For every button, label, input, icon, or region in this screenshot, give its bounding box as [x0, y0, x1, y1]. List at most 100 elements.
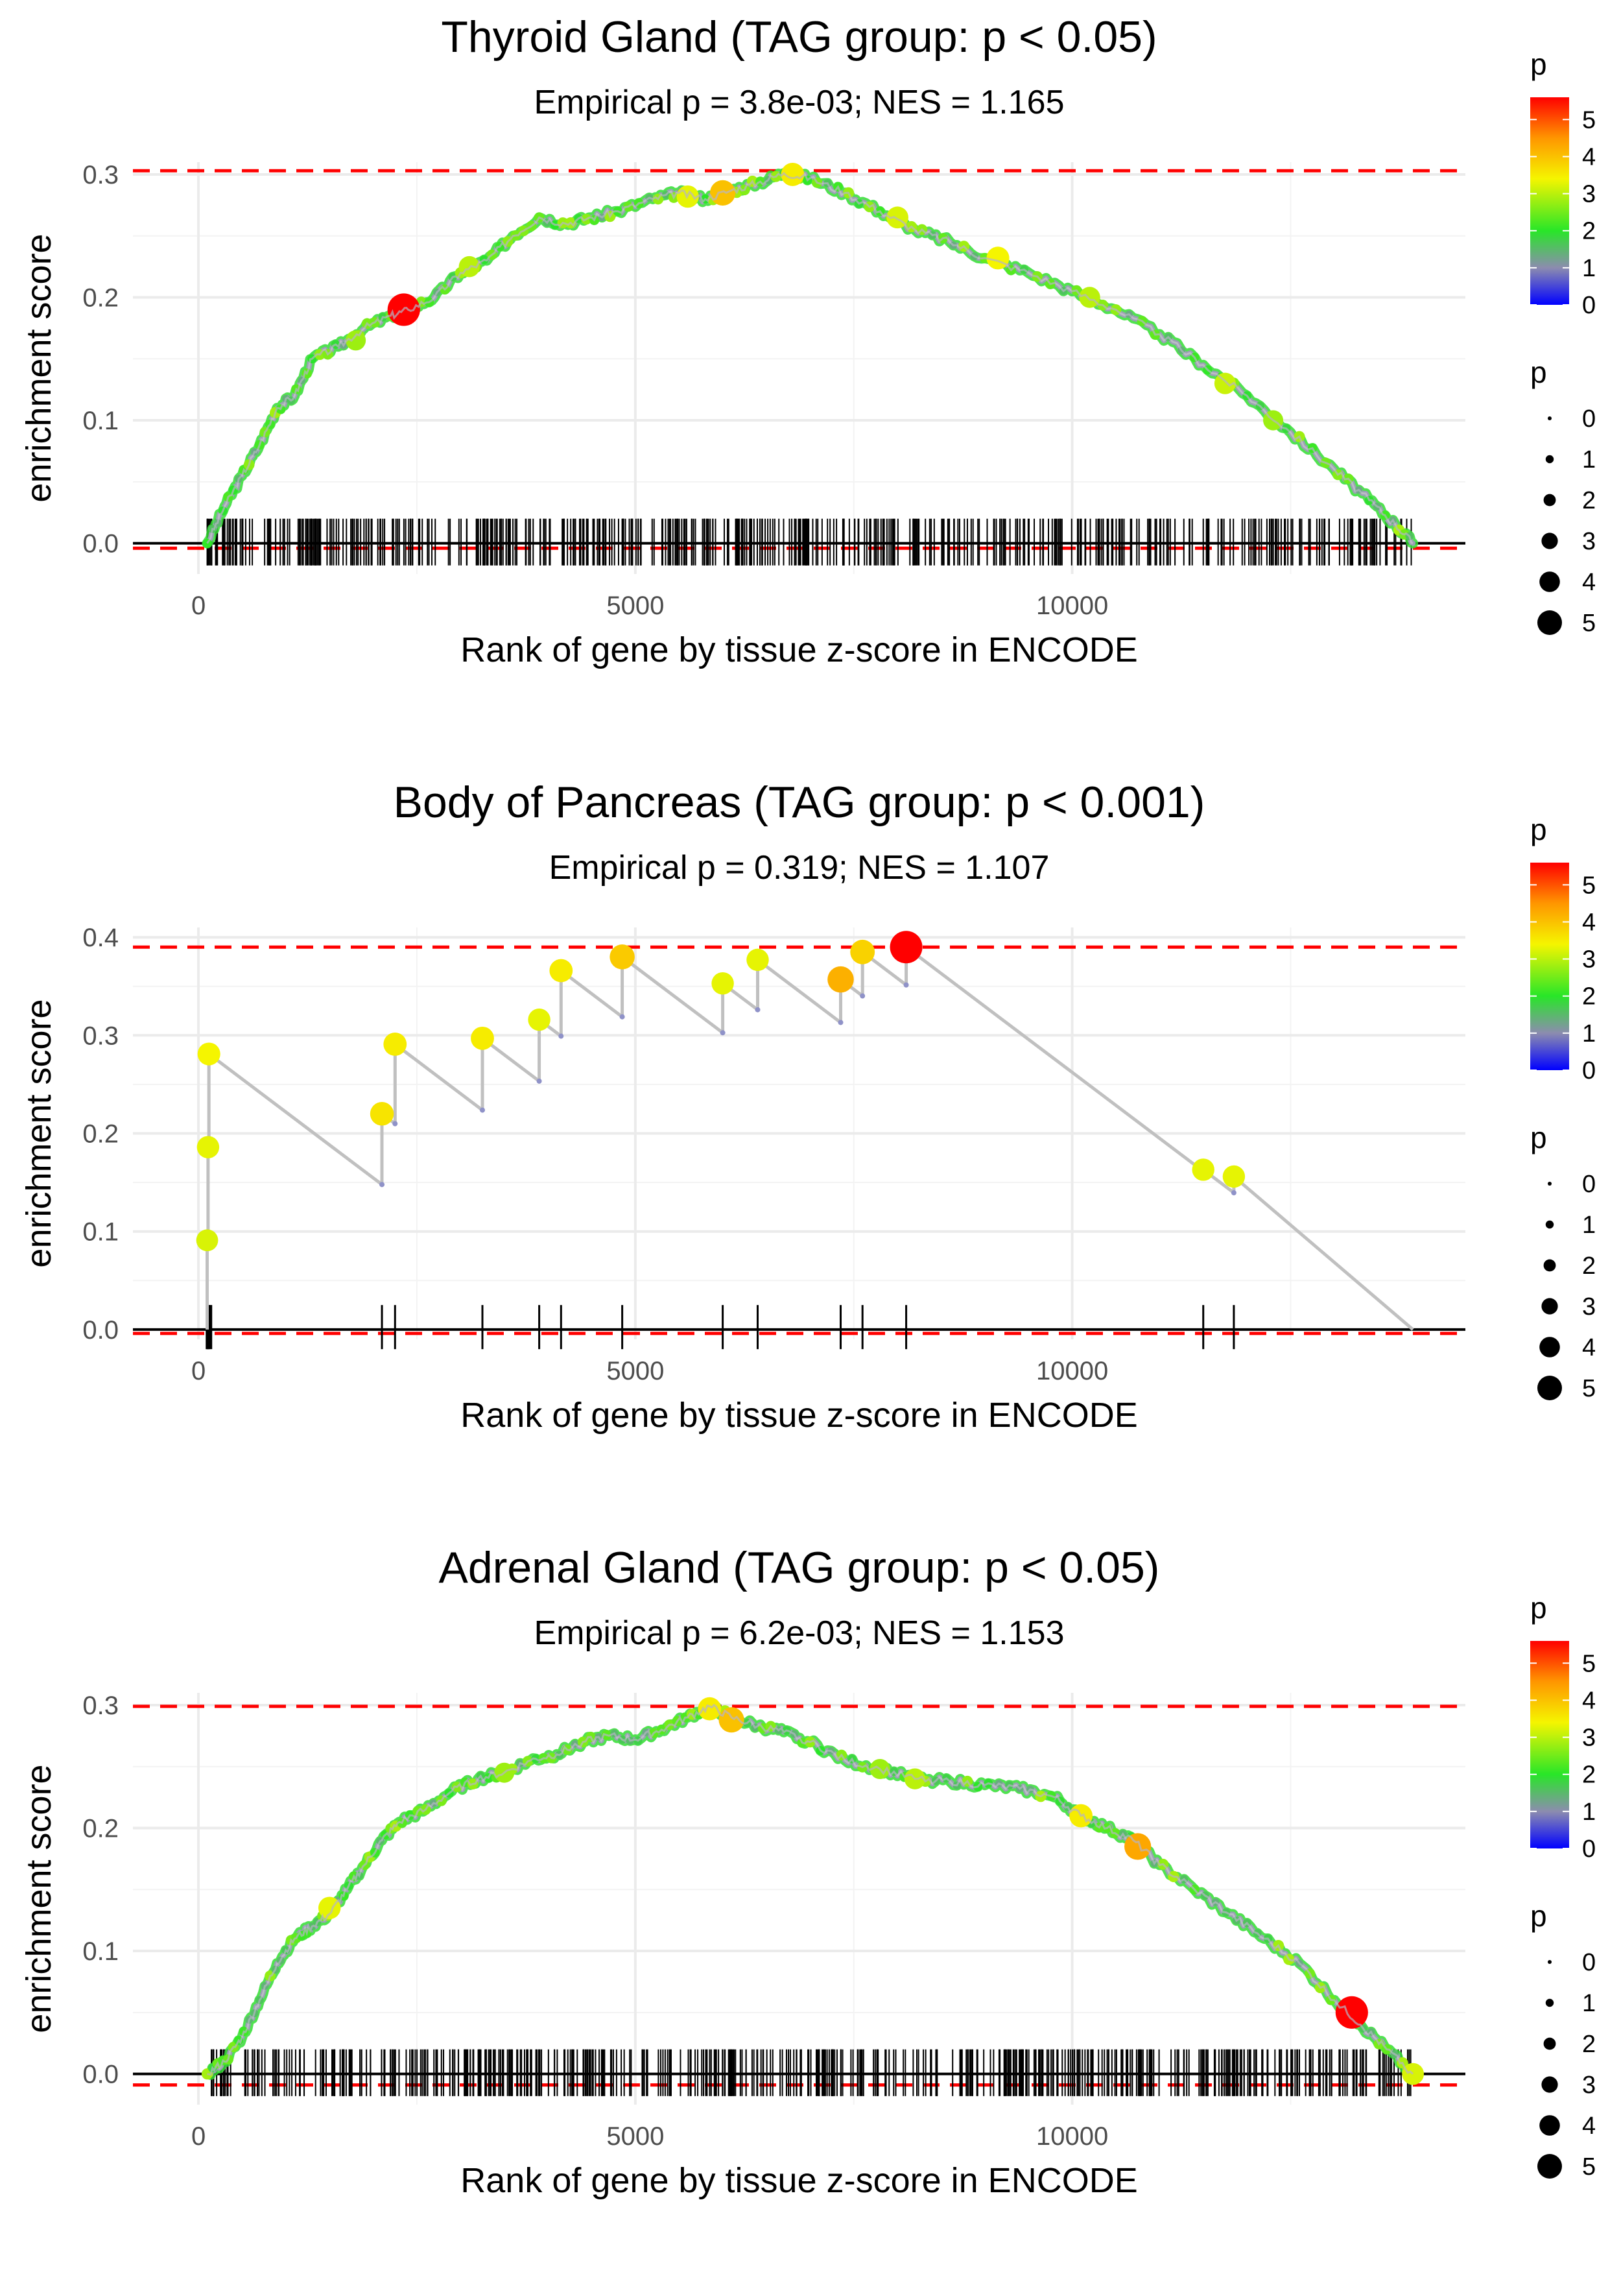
color-legend-label: 0: [1582, 292, 1596, 319]
low-point: [558, 1033, 564, 1039]
chart-panel-pancreas: Body of Pancreas (TAG group: p < 0.001) E…: [0, 765, 1621, 1531]
size-legend-dot: [1539, 571, 1560, 592]
hit-points: [202, 163, 1414, 548]
y-tick-label: 0.3: [82, 1022, 119, 1050]
hit-point: [781, 163, 805, 186]
x-tick-label: 10000: [1036, 592, 1108, 620]
low-point: [903, 982, 909, 988]
size-legend-label: 4: [1582, 1334, 1596, 1361]
y-tick-label: 0.3: [82, 161, 119, 189]
low-point: [392, 1121, 398, 1127]
color-legend-label: 0: [1582, 1057, 1596, 1084]
hit-point: [1079, 287, 1100, 308]
color-legend-label: 4: [1582, 1687, 1596, 1714]
size-legend-dot: [1539, 2115, 1560, 2136]
x-axis-label: Rank of gene by tissue z-score in ENCODE: [460, 630, 1137, 669]
x-tick-label: 0: [191, 592, 206, 620]
chart-panel-adrenal: Adrenal Gland (TAG group: p < 0.05) Empir…: [0, 1531, 1621, 2296]
chart-panel-thyroid: Thyroid Gland (TAG group: p < 0.05) Empir…: [0, 0, 1621, 765]
y-tick-label: 0.1: [82, 1937, 119, 1966]
low-point: [536, 1078, 542, 1084]
color-legend-label: 3: [1582, 1725, 1596, 1752]
y-tick-label: 0.2: [82, 1120, 119, 1149]
hit-point: [549, 959, 573, 983]
x-tick-label: 5000: [606, 2122, 664, 2151]
size-legend-label: 4: [1582, 569, 1596, 596]
color-legend-label: 0: [1582, 1836, 1596, 1863]
y-tick-label: 0.0: [82, 530, 119, 558]
color-legend-bar: [1530, 863, 1569, 1070]
chart-title: Body of Pancreas (TAG group: p < 0.001): [394, 778, 1205, 827]
color-legend-label: 2: [1582, 218, 1596, 245]
es-curve-core: [207, 1703, 1414, 2076]
size-legend-dot: [1545, 455, 1554, 464]
hit-point: [370, 1102, 394, 1126]
color-legend-label: 3: [1582, 181, 1596, 208]
y-tick-label: 0.1: [82, 1218, 119, 1247]
size-legend-dot: [1548, 416, 1552, 420]
hit-point: [711, 972, 734, 995]
y-axis-label: enrichment score: [19, 1764, 58, 2033]
legend: p 0 1 2 3 4 5 p 0 1 2 3 4 5: [1530, 47, 1596, 637]
size-legend-label: 3: [1582, 2072, 1596, 2099]
y-tick-label: 0.2: [82, 1815, 119, 1843]
es-curve: [206, 945, 1414, 1331]
size-legend-dot: [1541, 1298, 1558, 1315]
hit-point: [850, 939, 875, 964]
chart-svg: Thyroid Gland (TAG group: p < 0.05) Empir…: [19, 12, 1596, 669]
hit-point: [383, 1033, 407, 1056]
size-legend-title: p: [1530, 355, 1547, 389]
hit-point: [890, 931, 923, 964]
hit-point: [471, 1026, 494, 1050]
chart-subtitle: Empirical p = 6.2e-03; NES = 1.153: [534, 1614, 1064, 1652]
size-legend-label: 4: [1582, 2112, 1596, 2140]
size-legend-label: 2: [1582, 2031, 1596, 2058]
size-legend-label: 5: [1582, 1375, 1596, 1402]
y-tick-label: 0.2: [82, 284, 119, 313]
es-curve-core: [206, 172, 1414, 544]
x-tick-label: 0: [191, 2122, 206, 2151]
low-point: [480, 1107, 486, 1113]
gridlines: [133, 162, 1465, 574]
hit-point: [827, 966, 854, 993]
hit-point: [346, 330, 366, 351]
low-point: [720, 1030, 726, 1036]
color-legend-label: 2: [1582, 983, 1596, 1010]
hit-point: [196, 1136, 220, 1158]
size-legend-dot: [1537, 1376, 1562, 1400]
hit-point: [1192, 1158, 1214, 1181]
hit-point: [1214, 372, 1236, 394]
hit-point: [1402, 2063, 1425, 2085]
rug-mark: [206, 1305, 213, 1350]
y-axis-label: enrichment score: [19, 999, 58, 1267]
color-legend-title: p: [1530, 47, 1547, 81]
x-tick-label: 0: [191, 1357, 206, 1385]
size-legend-label: 0: [1582, 1949, 1596, 1976]
color-legend-label: 1: [1582, 255, 1596, 282]
y-tick-label: 0.3: [82, 1692, 119, 1720]
low-point: [619, 1014, 625, 1020]
size-legend-label: 3: [1582, 528, 1596, 555]
color-legend-label: 3: [1582, 946, 1596, 974]
legend: p 0 1 2 3 4 5 p 0 1 2 3 4 5: [1530, 813, 1596, 1402]
low-point: [1231, 1190, 1236, 1196]
hit-point: [1335, 1996, 1368, 2029]
low-point: [379, 1182, 385, 1188]
low-point: [755, 1007, 761, 1012]
legend: p 0 1 2 3 4 5 p 0 1 2 3 4 5: [1530, 1591, 1596, 2181]
size-legend-label: 1: [1582, 1990, 1596, 2017]
color-legend-label: 1: [1582, 1799, 1596, 1826]
size-legend-dot: [1539, 1337, 1560, 1357]
color-legend-bar: [1530, 97, 1569, 305]
hit-point: [986, 246, 1010, 270]
chart-title: Adrenal Gland (TAG group: p < 0.05): [439, 1543, 1160, 1592]
hit-point: [718, 1707, 744, 1733]
chart-svg: Adrenal Gland (TAG group: p < 0.05) Empir…: [19, 1543, 1596, 2200]
color-legend-label: 5: [1582, 106, 1596, 134]
size-legend-label: 1: [1582, 1212, 1596, 1239]
size-legend-label: 5: [1582, 2153, 1596, 2181]
size-legend-dot: [1543, 2037, 1556, 2050]
color-legend-title: p: [1530, 813, 1547, 846]
size-legend-dot: [1537, 2154, 1562, 2179]
